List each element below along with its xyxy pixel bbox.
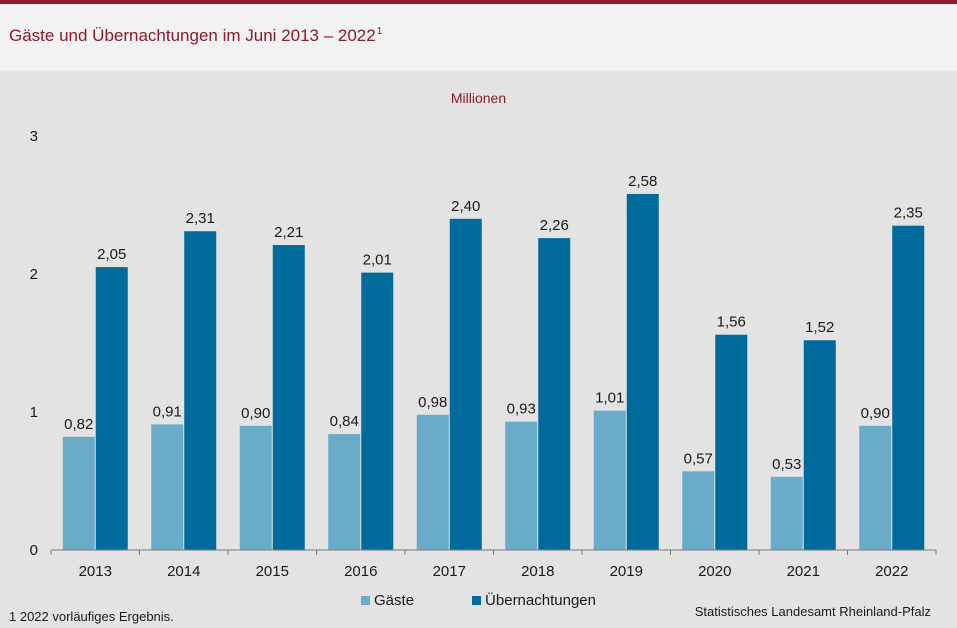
data-label: 1,01 [595,390,624,407]
bar-gaeste [62,436,95,550]
data-label: 0,53 [772,456,801,473]
data-label: 2,35 [894,205,923,222]
bar-gaeste [239,425,272,550]
x-tick-label: 2013 [79,563,112,580]
x-tick-label: 2022 [875,563,908,580]
bar-gaeste [770,476,803,550]
bar-uebernachtungen [803,340,836,550]
y-tick-label: 0 [30,542,38,559]
bar-uebernachtungen [892,225,925,550]
title-footnote-mark: 1 [376,26,383,37]
bar-gaeste [328,434,361,550]
data-label: 2,21 [274,224,303,241]
footnote: 1 2022 vorläufiges Ergebnis. [9,609,174,624]
chart-title: Gäste und Übernachtungen im Juni 2013 – … [9,26,382,46]
x-tick-label: 2019 [610,563,643,580]
legend-item-uebernachtungen: Übernachtungen [472,592,596,609]
data-label: 1,56 [717,314,746,331]
data-label: 0,90 [861,405,890,422]
y-tick-label: 1 [30,404,38,421]
y-tick-label: 2 [30,266,38,283]
bar-uebernachtungen [95,267,128,550]
bar-gaeste [859,425,892,550]
data-label: 0,91 [153,403,182,420]
x-tick-label: 2017 [433,563,466,580]
y-tick-label: 3 [30,128,38,145]
data-label: 1,52 [805,319,834,336]
bar-uebernachtungen [272,245,305,550]
bar-gaeste [416,414,449,550]
data-label: 0,98 [418,394,447,411]
data-label: 2,31 [186,210,215,227]
data-label: 2,58 [628,173,657,190]
data-label: 0,57 [684,450,713,467]
chart-header: Gäste und Übernachtungen im Juni 2013 – … [0,4,957,70]
data-label: 0,84 [330,413,359,430]
data-label: 0,93 [507,401,536,418]
bar-gaeste [505,421,538,550]
bar-uebernachtungen [449,218,482,551]
bar-gaeste [593,410,626,550]
x-tick-label: 2018 [521,563,554,580]
top-accent-bar [0,0,957,4]
data-label: 2,05 [97,246,126,263]
data-label: 2,40 [451,198,480,215]
x-tick-label: 2016 [344,563,377,580]
bar-uebernachtungen [715,334,748,550]
x-tick-label: 2014 [167,563,200,580]
data-label: 2,01 [363,252,392,269]
x-tick-label: 2021 [787,563,820,580]
unit-label: Millionen [450,90,507,106]
bar-uebernachtungen [626,193,659,550]
x-tick-label: 2020 [698,563,731,580]
legend: Gäste Übernachtungen [0,592,957,609]
bar-gaeste [682,471,715,550]
legend-swatch-uebernachtungen [472,596,482,605]
data-label: 0,90 [241,405,270,422]
data-label: 2,26 [540,217,569,234]
bar-uebernachtungen [538,238,571,550]
source-credit: Statistisches Landesamt Rheinland-Pfalz [694,604,931,619]
legend-swatch-gaeste [361,596,371,605]
bar-uebernachtungen [361,272,394,550]
chart-title-text: Gäste und Übernachtungen im Juni 2013 – … [9,26,376,45]
legend-item-gaeste: Gäste [361,592,414,609]
bar-uebernachtungen [184,231,217,550]
legend-label-uebernachtungen: Übernachtungen [485,592,596,609]
x-tick-label: 2015 [256,563,289,580]
legend-label-gaeste: Gäste [374,592,415,609]
data-label: 0,82 [64,416,93,433]
bar-gaeste [151,424,184,550]
